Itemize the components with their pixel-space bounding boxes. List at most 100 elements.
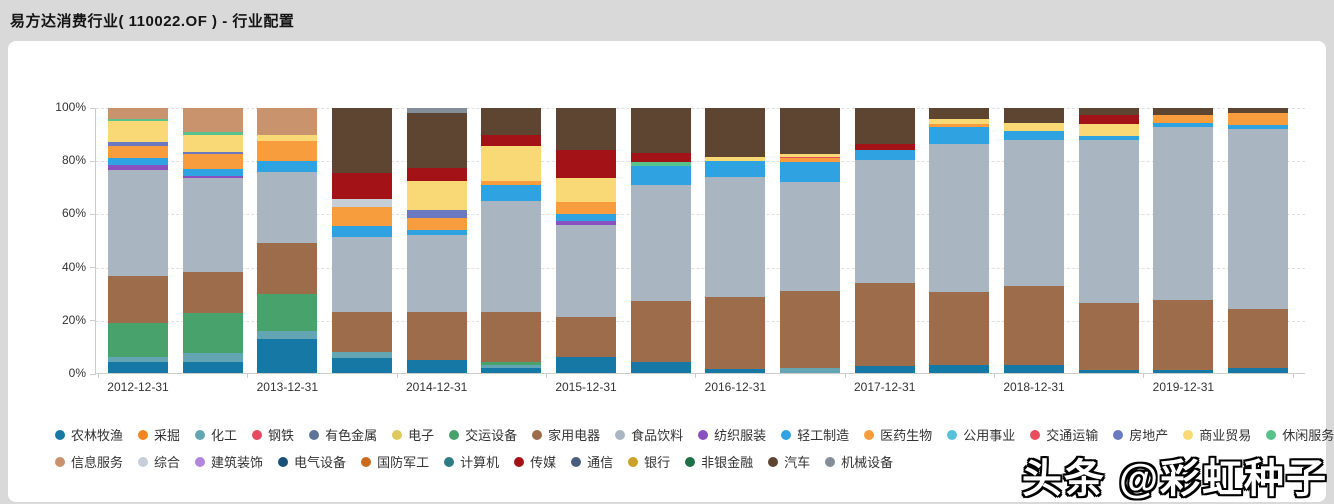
legend-item-信息服务[interactable]: 信息服务 [55,452,123,471]
bar-segment [556,108,616,150]
bar-segment [780,368,840,373]
y-axis-label: 40% [26,260,86,274]
legend-dot-icon [278,457,288,467]
bar-2014-12-31[interactable] [407,108,467,373]
legend-item-label: 家用电器 [548,425,600,444]
bar-segment [332,173,392,200]
x-axis-label: 2015-12-31 [555,380,616,394]
legend-item-交运设备[interactable]: 交运设备 [449,425,517,444]
bar-period-16[interactable] [1228,108,1288,373]
legend-item-建筑装饰[interactable]: 建筑装饰 [195,452,263,471]
bar-segment [1153,108,1213,115]
bar-period-2[interactable] [183,108,243,373]
legend-item-label: 商业贸易 [1199,425,1251,444]
bar-period-4[interactable] [332,108,392,373]
legend-dot-icon [514,457,524,467]
legend-item-公用事业[interactable]: 公用事业 [947,425,1015,444]
bar-period-14[interactable] [1079,108,1139,373]
legend-dot-icon [532,430,542,440]
bar-segment [1004,123,1064,131]
legend-item-医药生物[interactable]: 医药生物 [864,425,932,444]
legend-item-银行[interactable]: 银行 [628,452,670,471]
legend-item-纺织服装[interactable]: 纺织服装 [698,425,766,444]
legend-item-食品饮料[interactable]: 食品饮料 [615,425,683,444]
legend-item-商业贸易[interactable]: 商业贸易 [1183,425,1251,444]
legend-item-电子[interactable]: 电子 [392,425,434,444]
legend-item-房地产[interactable]: 房地产 [1113,425,1168,444]
bar-2017-12-31[interactable] [855,108,915,373]
legend-item-交通运输[interactable]: 交通运输 [1030,425,1098,444]
legend-item-非银金融[interactable]: 非银金融 [685,452,753,471]
bar-segment [481,201,541,312]
bar-segment [556,202,616,214]
bar-segment [1228,129,1288,309]
bar-segment [183,362,243,373]
legend-item-label: 计算机 [460,452,499,471]
bar-segment [257,339,317,373]
legend-item-家用电器[interactable]: 家用电器 [532,425,600,444]
legend-item-机械设备[interactable]: 机械设备 [825,452,893,471]
bar-segment [705,369,765,373]
x-axis-tick [1293,373,1294,378]
bar-segment [855,160,915,283]
legend-item-label: 房地产 [1129,425,1168,444]
bar-segment [1228,113,1288,125]
y-axis-label: 20% [26,313,86,327]
bar-2012-12-31[interactable] [108,108,168,373]
bar-segment [407,113,467,167]
bar-2015-12-31[interactable] [556,108,616,373]
legend-item-采掘[interactable]: 采掘 [138,425,180,444]
bar-segment [1004,365,1064,373]
legend-item-轻工制造[interactable]: 轻工制造 [781,425,849,444]
bar-2016-12-31[interactable] [705,108,765,373]
page-title: 易方达消费行业( 110022.OF ) - 行业配置 [10,10,294,31]
legend-item-休闲服务[interactable]: 休闲服务 [1266,425,1334,444]
legend-item-有色金属[interactable]: 有色金属 [309,425,377,444]
bar-segment [1004,140,1064,286]
bar-segment [556,150,616,178]
bar-segment [108,276,168,322]
bar-segment [407,218,467,230]
y-axis-label: 100% [26,100,86,114]
bar-segment [1153,370,1213,373]
bar-segment [407,235,467,312]
bar-period-12[interactable] [929,108,989,373]
legend-dot-icon [449,430,459,440]
x-axis-tick [1143,373,1144,378]
bar-segment [929,127,989,144]
bar-period-6[interactable] [481,108,541,373]
legend-item-汽车[interactable]: 汽车 [768,452,810,471]
bar-segment [332,226,392,237]
bar-segment [481,368,541,373]
legend-item-label: 农林牧渔 [71,425,123,444]
legend-dot-icon [195,430,205,440]
bar-2018-12-31[interactable] [1004,108,1064,373]
bar-period-10[interactable] [780,108,840,373]
legend-item-农林牧渔[interactable]: 农林牧渔 [55,425,123,444]
bar-period-8[interactable] [631,108,691,373]
legend-item-钢铁[interactable]: 钢铁 [252,425,294,444]
legend-item-计算机[interactable]: 计算机 [444,452,499,471]
bar-segment [257,141,317,161]
x-axis-tick [695,373,696,378]
legend-item-label: 通信 [587,452,613,471]
bar-segment [1153,127,1213,301]
bar-segment [780,291,840,368]
bar-segment [257,108,317,135]
bar-2013-12-31[interactable] [257,108,317,373]
bar-2019-12-31[interactable] [1153,108,1213,373]
bar-segment [183,353,243,362]
legend-item-综合[interactable]: 综合 [138,452,180,471]
legend-item-传媒[interactable]: 传媒 [514,452,556,471]
legend-item-电气设备[interactable]: 电气设备 [278,452,346,471]
legend-item-化工[interactable]: 化工 [195,425,237,444]
legend-item-label: 传媒 [530,452,556,471]
legend-item-国防军工[interactable]: 国防军工 [361,452,429,471]
bar-segment [1079,303,1139,371]
legend-dot-icon [444,457,454,467]
legend-item-label: 纺织服装 [714,425,766,444]
legend-item-通信[interactable]: 通信 [571,452,613,471]
bar-segment [481,146,541,180]
bar-segment [1228,309,1288,367]
